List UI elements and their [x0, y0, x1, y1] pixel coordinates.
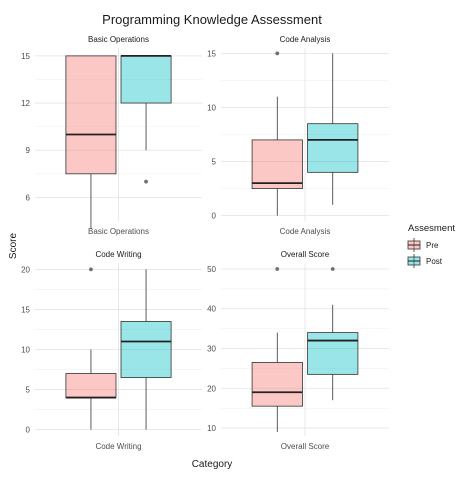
box-pre [65, 55, 117, 229]
outlier-point [89, 267, 93, 272]
iqr-box [65, 55, 117, 175]
y-tick-label: 10 [207, 103, 216, 112]
facet-panel: 0 5 10 15 Code Analysis Code Analysis [207, 35, 389, 236]
outlier-point [275, 51, 280, 56]
y-tick-label: 0 [212, 212, 217, 221]
grid-lines [221, 263, 389, 436]
x-tick-label: Overall Score [281, 442, 330, 451]
iqr-box [307, 123, 359, 173]
y-tick-label: 40 [207, 305, 216, 314]
y-tick-label: 12 [21, 99, 30, 108]
x-tick-label: Code Analysis [280, 227, 331, 236]
y-tick-label: 15 [21, 52, 30, 61]
box-pre [65, 267, 117, 430]
box-post [307, 267, 359, 401]
facet-panel: 0 5 10 15 20 Code Writing Code Writing [21, 250, 202, 451]
legend-label: Pre [426, 241, 439, 250]
iqr-box [65, 373, 117, 398]
iqr-box [120, 55, 172, 104]
outlier-point [330, 267, 335, 271]
box-pre [251, 51, 303, 216]
facet-strip-label: Code Analysis [280, 35, 331, 44]
legend-item: Post [407, 254, 443, 268]
outlier-point [275, 267, 280, 271]
y-tick-label: 5 [212, 158, 217, 167]
chart-title: Programming Knowledge Assessment [102, 12, 322, 27]
grid-lines [221, 48, 389, 221]
y-tick-label: 9 [26, 146, 31, 155]
y-tick-label: 20 [21, 265, 30, 274]
outlier-point [144, 179, 148, 184]
box-post [307, 53, 359, 205]
y-tick-label: 6 [26, 193, 31, 202]
y-tick-label: 50 [207, 265, 216, 274]
y-tick-label: 5 [26, 386, 31, 395]
iqr-box [307, 332, 359, 375]
grid-lines [35, 263, 202, 436]
legend-item: Pre [407, 238, 439, 252]
y-tick-label: 15 [207, 49, 216, 58]
grid-lines [35, 48, 202, 221]
iqr-box [251, 139, 303, 189]
facet-panel: 10 20 30 40 50 Overall Score Overall Score [207, 250, 389, 451]
y-tick-label: 20 [207, 384, 216, 393]
iqr-box [251, 362, 303, 407]
iqr-box [120, 321, 172, 378]
facet-panel: 6 9 12 15 Basic Operations Basic Operations [21, 35, 202, 236]
legend-title: Assesment [408, 223, 455, 234]
x-tick-label: Code Writing [95, 442, 141, 451]
y-tick-label: 15 [21, 305, 30, 314]
x-axis-label: Category [192, 459, 233, 470]
legend-label: Post [426, 257, 443, 266]
y-tick-label: 30 [207, 345, 216, 354]
facet-strip-label: Code Writing [95, 250, 141, 259]
y-tick-label: 10 [21, 346, 30, 355]
box-post [120, 54, 172, 184]
facet-strip-label: Overall Score [281, 250, 330, 259]
y-tick-label: 0 [26, 426, 31, 435]
facet-strip-label: Basic Operations [88, 35, 149, 44]
x-tick-label: Basic Operations [88, 227, 149, 236]
y-axis-label: Score [8, 233, 19, 260]
y-tick-label: 10 [207, 424, 216, 433]
box-pre [251, 267, 303, 433]
box-post [120, 269, 172, 430]
